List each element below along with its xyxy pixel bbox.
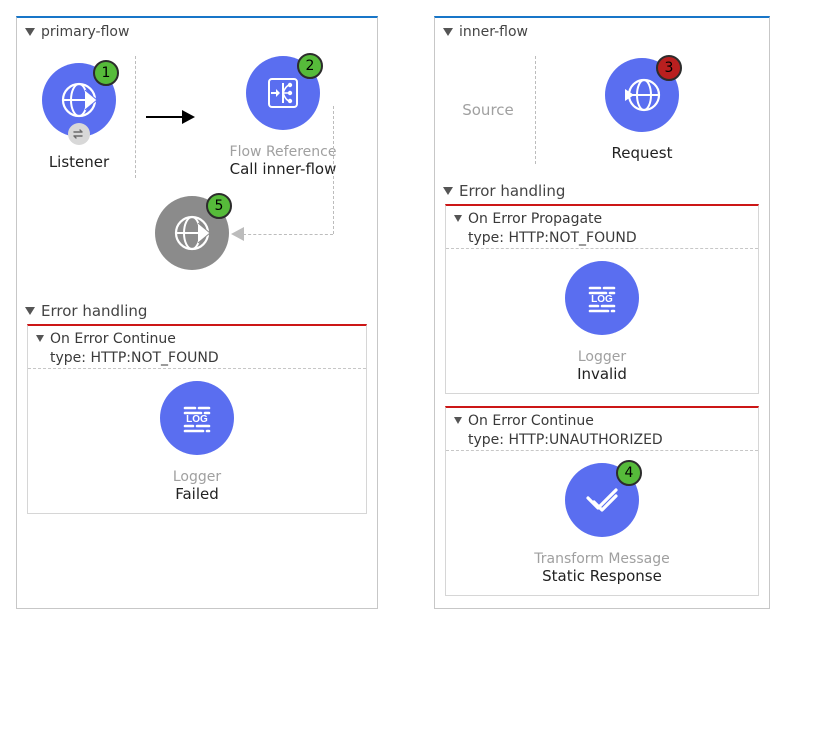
chevron-down-icon xyxy=(443,28,453,36)
logger-name-label: Failed xyxy=(175,485,219,503)
logger-type-label: Logger xyxy=(173,469,221,485)
panel-header: inner-flow xyxy=(435,18,769,42)
on-error-continue-scope[interactable]: On Error Continue type: HTTP:NOT_FOUND L… xyxy=(27,324,367,514)
step-badge-3: 3 xyxy=(656,55,682,81)
globe-request-icon xyxy=(620,73,664,117)
log-icon: LOG xyxy=(580,276,624,320)
flow-ref-name-label: Call inner-flow xyxy=(230,160,337,178)
canvas: primary-flow 1 Listener xyxy=(16,16,799,609)
panel-title: primary-flow xyxy=(41,24,129,40)
inner-top-row: Source 3 Request xyxy=(435,42,769,174)
globe-arrow-grey-icon xyxy=(170,211,214,255)
return-arrow-head xyxy=(231,227,244,241)
on-error-continue-scope[interactable]: On Error Continue type: HTTP:UNAUTHORIZE… xyxy=(445,406,759,596)
transform-name-label: Static Response xyxy=(542,567,662,585)
scope-type: type: HTTP:UNAUTHORIZED xyxy=(468,431,663,450)
scope-header: On Error Propagate type: HTTP:NOT_FOUND xyxy=(446,206,758,249)
log-icon: LOG xyxy=(175,396,219,440)
return-connector-v xyxy=(333,106,334,234)
scope-title: On Error Continue xyxy=(468,412,663,431)
request-label: Request xyxy=(612,144,673,162)
chevron-down-icon xyxy=(454,417,462,424)
flow-ref-icon xyxy=(260,70,306,116)
return-node[interactable]: 5 xyxy=(155,196,229,270)
on-error-propagate-scope[interactable]: On Error Propagate type: HTTP:NOT_FOUND … xyxy=(445,204,759,394)
scope-type: type: HTTP:NOT_FOUND xyxy=(468,229,637,248)
exchange-sub-icon xyxy=(68,123,90,145)
scope-header: On Error Continue type: HTTP:UNAUTHORIZE… xyxy=(446,408,758,451)
error-handling-label: Error handling xyxy=(41,302,147,320)
flow-reference-node[interactable]: 2 Flow Reference Call inner-flow xyxy=(223,56,343,178)
svg-text:LOG: LOG xyxy=(591,294,613,305)
chevron-down-icon xyxy=(25,28,35,36)
source-placeholder[interactable]: Source xyxy=(443,101,533,119)
transform-type-label: Transform Message xyxy=(534,551,669,567)
panel-title: inner-flow xyxy=(459,24,528,40)
chevron-down-icon xyxy=(25,307,35,315)
error-handling-label: Error handling xyxy=(459,182,565,200)
step-badge-1: 1 xyxy=(93,60,119,86)
panel-header: primary-flow xyxy=(17,18,377,42)
scope-title: On Error Propagate xyxy=(468,210,637,229)
chevron-down-icon xyxy=(443,187,453,195)
logger-node[interactable]: LOG xyxy=(160,381,234,455)
primary-top-row: 1 Listener xyxy=(17,42,377,184)
chevron-down-icon xyxy=(454,215,462,222)
flow-ref-type-label: Flow Reference xyxy=(230,144,337,160)
logger-node[interactable]: LOG xyxy=(565,261,639,335)
vertical-divider xyxy=(135,56,136,178)
scope-header: On Error Continue type: HTTP:NOT_FOUND xyxy=(28,326,366,369)
error-handling-header: Error handling xyxy=(17,294,377,324)
inner-flow-panel: inner-flow Source 3 Request xyxy=(434,16,770,609)
primary-flow-panel: primary-flow 1 Listener xyxy=(16,16,378,609)
scope-type: type: HTTP:NOT_FOUND xyxy=(50,349,219,368)
scope-body: LOG Logger Failed xyxy=(28,369,366,503)
arrow-right xyxy=(146,110,195,124)
globe-arrow-icon xyxy=(57,78,101,122)
scope-body: 4 Transform Message Static Response xyxy=(446,451,758,585)
transform-node[interactable]: 4 xyxy=(565,463,639,537)
scope-title: On Error Continue xyxy=(50,330,219,349)
chevron-down-icon xyxy=(36,335,44,342)
request-node[interactable]: 3 Request xyxy=(582,58,702,162)
return-row: 5 xyxy=(17,184,377,294)
error-handling-header: Error handling xyxy=(435,174,769,204)
logger-name-label: Invalid xyxy=(577,365,627,383)
transform-icon xyxy=(580,478,624,522)
scope-body: LOG Logger Invalid xyxy=(446,249,758,383)
step-badge-4: 4 xyxy=(616,460,642,486)
logger-type-label: Logger xyxy=(578,349,626,365)
step-badge-2: 2 xyxy=(297,53,323,79)
vertical-divider xyxy=(535,56,536,164)
return-connector-h xyxy=(243,234,333,235)
svg-text:LOG: LOG xyxy=(186,414,208,425)
step-badge-5: 5 xyxy=(206,193,232,219)
listener-label: Listener xyxy=(49,153,109,171)
listener-node[interactable]: 1 Listener xyxy=(35,63,123,171)
